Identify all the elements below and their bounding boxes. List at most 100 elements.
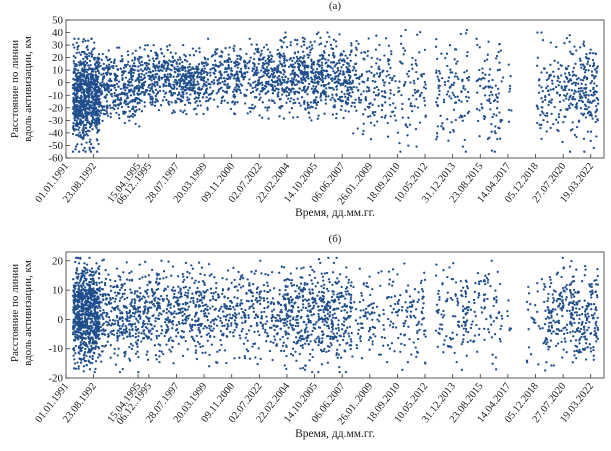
scatter-point	[495, 54, 499, 58]
scatter-point	[558, 80, 562, 84]
scatter-point	[585, 86, 588, 90]
scatter-point	[82, 365, 86, 368]
scatter-point	[73, 304, 77, 307]
scatter-point	[79, 256, 82, 260]
scatter-point	[73, 307, 76, 311]
scatter-point	[160, 259, 163, 262]
scatter-point	[499, 137, 502, 140]
scatter-point	[307, 82, 311, 86]
scatter-point	[174, 52, 177, 55]
scatter-point	[97, 267, 100, 271]
scatter-point	[100, 360, 103, 363]
scatter-point	[148, 67, 151, 71]
scatter-point	[92, 302, 95, 305]
scatter-point	[72, 102, 76, 105]
scatter-point	[82, 60, 85, 64]
scatter-point	[411, 67, 414, 70]
scatter-point	[422, 72, 426, 76]
scatter-point	[348, 86, 352, 89]
scatter-point	[596, 119, 599, 122]
scatter-point	[114, 279, 117, 283]
scatter-point	[166, 316, 170, 319]
scatter-point	[93, 47, 96, 50]
scatter-point	[205, 96, 208, 99]
scatter-point	[113, 91, 116, 95]
scatter-point	[198, 75, 201, 79]
scatter-point	[161, 69, 164, 72]
scatter-point	[77, 346, 80, 349]
x-axis-title: Время, дд.мм.гг.	[295, 428, 375, 440]
scatter-point	[128, 110, 131, 113]
scatter-point	[260, 75, 263, 78]
scatter-point	[151, 57, 155, 60]
scatter-point	[82, 92, 86, 95]
scatter-point	[134, 122, 137, 126]
scatter-point	[209, 83, 212, 86]
scatter-point	[273, 85, 277, 88]
scatter-point	[75, 100, 78, 103]
scatter-point	[203, 82, 206, 85]
scatter-point	[440, 52, 443, 55]
scatter-point	[320, 78, 323, 82]
y-tick-label: -30	[48, 115, 63, 127]
scatter-point	[156, 91, 160, 95]
scatter-point	[83, 262, 86, 265]
scatter-point	[271, 86, 275, 89]
scatter-point	[137, 331, 140, 334]
scatter-point	[258, 76, 261, 79]
scatter-point	[178, 85, 181, 88]
y-tick-label: 40	[52, 27, 64, 39]
scatter-point	[131, 112, 135, 116]
scatter-point	[252, 61, 255, 65]
scatter-point	[245, 65, 248, 68]
scatter-point	[76, 123, 79, 127]
scatter-point	[78, 296, 81, 299]
scatter-point	[124, 288, 127, 292]
scatter-point	[80, 143, 83, 146]
scatter-point	[85, 70, 89, 74]
scatter-point	[350, 42, 353, 45]
scatter-point	[594, 120, 597, 124]
scatter-point	[252, 73, 256, 76]
scatter-point	[117, 274, 120, 278]
scatter-point	[475, 107, 479, 111]
scatter-point	[281, 55, 284, 58]
scatter-point	[73, 312, 76, 315]
scatter-point	[282, 41, 285, 44]
scatter-point	[573, 133, 577, 137]
scatter-point	[415, 98, 418, 101]
y-tick-label: -10	[48, 90, 63, 102]
scatter-point	[181, 307, 184, 310]
scatter-point	[452, 108, 456, 111]
scatter-point	[92, 323, 95, 327]
scatter-point	[82, 75, 86, 78]
scatter-point	[568, 73, 571, 77]
scatter-point	[176, 65, 179, 68]
scatter-point	[103, 311, 106, 314]
scatter-point	[125, 261, 128, 264]
scatter-point	[91, 342, 94, 345]
scatter-point	[202, 77, 206, 80]
scatter-point	[354, 62, 358, 65]
scatter-point	[91, 107, 94, 110]
scatter-point	[268, 59, 271, 62]
scatter-point	[460, 90, 463, 93]
scatter-point	[187, 289, 190, 292]
scatter-point	[223, 59, 226, 63]
scatter-point	[82, 370, 85, 373]
scatter-point	[193, 86, 196, 90]
scatter-point	[579, 78, 583, 81]
scatter-point	[75, 276, 79, 279]
scatter-point	[508, 90, 511, 93]
scatter-point	[551, 79, 554, 82]
scatter-point	[84, 331, 87, 335]
scatter-point	[290, 107, 294, 110]
scatter-point	[144, 275, 147, 278]
scatter-point	[297, 91, 301, 95]
scatter-point	[436, 75, 439, 78]
scatter-point	[248, 106, 251, 110]
scatter-point	[349, 95, 353, 98]
scatter-point	[261, 64, 264, 67]
scatter-point	[84, 63, 87, 67]
scatter-point	[497, 50, 500, 54]
